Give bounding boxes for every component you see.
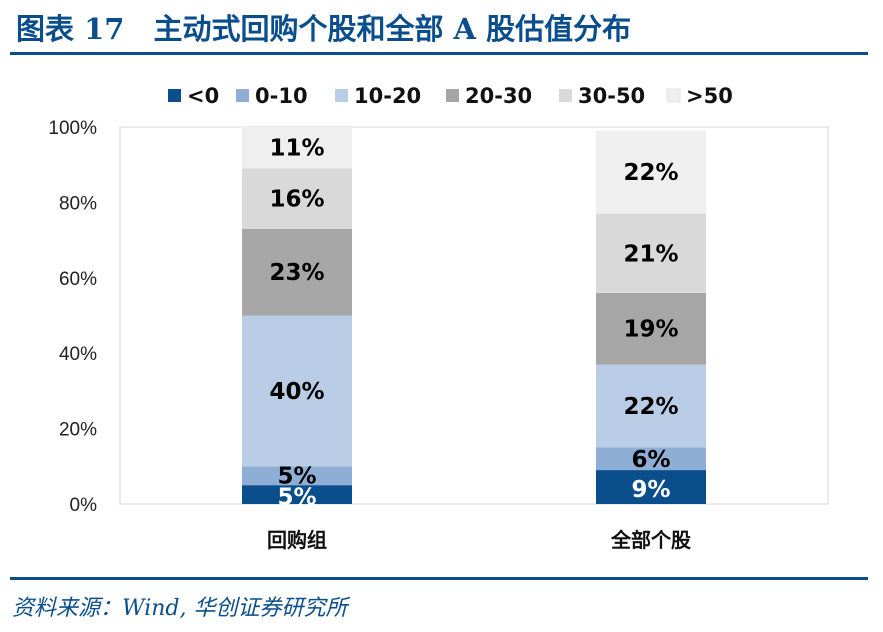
stacked-bar-chart: <0 0-10 10-20 20-30 30-50 >50 0% 20% 40% 60% 80% 1… <box>48 84 829 552</box>
title-rule <box>10 52 868 55</box>
bar-segment <box>596 447 706 471</box>
bar-segment <box>596 364 706 448</box>
y-tick-label: 80% <box>59 193 97 214</box>
legend-label: 20-30 <box>465 84 532 108</box>
data-label: 5% <box>277 485 316 511</box>
legend-swatch <box>236 89 249 102</box>
data-label: 6% <box>631 447 670 473</box>
legend-label: 10-20 <box>354 84 421 108</box>
y-tick-label: 60% <box>59 269 97 290</box>
legend-swatch <box>446 89 459 102</box>
data-label: 40% <box>269 379 324 405</box>
data-label: 21% <box>623 241 678 267</box>
legend-swatch <box>335 89 348 102</box>
data-label: 23% <box>269 260 324 286</box>
bar-segment <box>242 127 352 169</box>
y-tick-label: 100% <box>48 118 97 139</box>
bar-segment <box>596 292 706 365</box>
figure-header: 图表 17 主动式回购个股和全部 A 股估值分布 <box>0 0 883 58</box>
legend-label: >50 <box>686 84 733 108</box>
bar-segment <box>596 130 706 214</box>
source-rule <box>10 577 868 580</box>
legend-label: 0-10 <box>255 84 308 108</box>
figure-title: 图表 17 主动式回购个股和全部 A 股估值分布 <box>16 12 632 46</box>
legend-swatch <box>559 89 572 102</box>
chart-legend: <0 0-10 10-20 20-30 30-50 >50 <box>168 84 733 108</box>
bar-segment <box>596 470 706 504</box>
bar-segment <box>242 485 352 504</box>
data-label: 19% <box>623 317 678 343</box>
legend-label: 30-50 <box>578 84 645 108</box>
bar-stacks: 5%5% 40% 23% 16% 11% 9% 6% 22% 19% 21% 22% <box>242 127 706 511</box>
bar-segment <box>242 466 352 486</box>
y-tick-label: 0% <box>70 495 98 516</box>
bar-segment <box>242 315 352 467</box>
y-tick-label: 20% <box>59 420 97 441</box>
data-label: 16% <box>269 187 324 213</box>
data-label: 5% <box>277 464 316 490</box>
data-label: 11% <box>269 136 324 162</box>
x-axis: 回购组 全部个股 <box>267 528 691 552</box>
source-note: 资料来源：Wind, 华创证券研究所 <box>12 596 348 621</box>
legend-swatch <box>168 89 181 102</box>
y-axis: 0% 20% 40% 60% 80% 100% <box>48 118 97 516</box>
x-category-label: 全部个股 <box>610 528 691 552</box>
bar-segment <box>596 213 706 293</box>
bar-segment <box>242 168 352 229</box>
data-label: 9% <box>631 477 670 503</box>
data-label: 22% <box>623 160 678 186</box>
plot-area-frame <box>119 126 829 505</box>
bar-segment <box>242 228 352 316</box>
legend-label: <0 <box>187 84 219 108</box>
x-category-label: 回购组 <box>267 528 327 552</box>
legend-swatch <box>666 88 681 103</box>
y-tick-label: 40% <box>59 344 97 365</box>
data-label: 22% <box>623 394 678 420</box>
